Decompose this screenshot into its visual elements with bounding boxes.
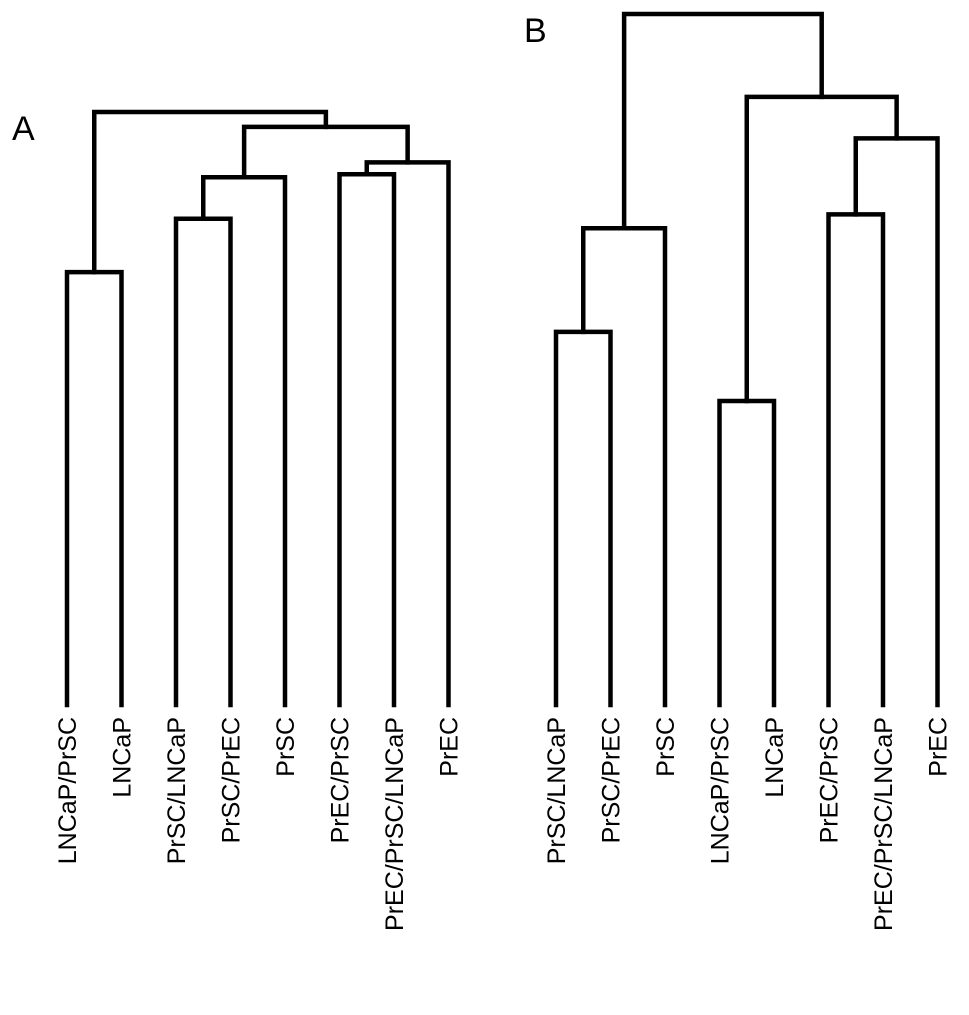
panel-b-merge-link xyxy=(826,212,886,708)
panel-a-leaf-label: LNCaP/PrSC xyxy=(54,717,82,864)
panel-b-merge-link xyxy=(621,11,824,231)
panel-a-leaf-label: PrEC/PrSC/LNCaP xyxy=(381,717,409,931)
panel-b-leaf-labels: PrSC/LNCaP PrSC/PrEC PrSC LNCaP/PrSC LNCaP Pr… xyxy=(543,717,953,931)
panel-b-leaf-label: PrEC xyxy=(925,717,953,777)
panel-b: B PrSC/LNCaP PrSC/PrEC PrSC LNCaP/PrSC LNCaP… xyxy=(524,11,953,931)
panel-a-leaf-label: PrEC/PrSC xyxy=(327,717,355,843)
panel-a-label: A xyxy=(12,110,35,148)
panel-b-leaf-label: PrEC/PrSC/LNCaP xyxy=(870,717,898,931)
panel-b-leaf-label: PrSC/LNCaP xyxy=(543,717,571,864)
panel-b-merge-link xyxy=(581,225,668,708)
panel-a-leaf-label: LNCaP xyxy=(109,717,137,798)
panel-b-leaf-label: LNCaP xyxy=(761,717,789,798)
panel-a: A LNCaP/PrSC LNCaP PrSC/LNCaP PrSC/PrEC PrSC… xyxy=(12,109,464,931)
panel-b-merge-link xyxy=(717,398,777,708)
panel-a-merge-link xyxy=(364,160,451,708)
panel-a-merge-link xyxy=(337,172,397,708)
panel-a-merge-link xyxy=(64,269,124,708)
panel-a-merge-link xyxy=(241,124,410,180)
panel-b-leaf-label: PrSC xyxy=(652,717,680,777)
panel-a-links xyxy=(64,109,451,708)
panel-a-leaf-labels: LNCaP/PrSC LNCaP PrSC/LNCaP PrSC/PrEC PrSC Pr… xyxy=(54,717,464,931)
panel-a-leaf-label: PrEC xyxy=(436,717,464,777)
panel-b-merge-link xyxy=(553,329,613,708)
panel-b-merge-link xyxy=(853,136,940,708)
panel-a-leaf-label: PrSC/PrEC xyxy=(218,717,246,843)
panel-b-label: B xyxy=(524,12,547,50)
panel-b-leaf-label: PrSC/PrEC xyxy=(598,717,626,843)
panel-b-merge-link xyxy=(744,94,899,404)
panel-b-leaf-label: LNCaP/PrSC xyxy=(707,717,735,864)
panel-b-links xyxy=(553,11,940,708)
panel-b-leaf-label: PrEC/PrSC xyxy=(816,717,844,843)
panel-a-merge-link xyxy=(201,174,288,708)
panel-a-merge-link xyxy=(92,109,329,275)
panel-a-leaf-label: PrSC/LNCaP xyxy=(163,717,191,864)
panel-a-merge-link xyxy=(173,216,233,708)
panel-a-leaf-label: PrSC xyxy=(272,717,300,777)
